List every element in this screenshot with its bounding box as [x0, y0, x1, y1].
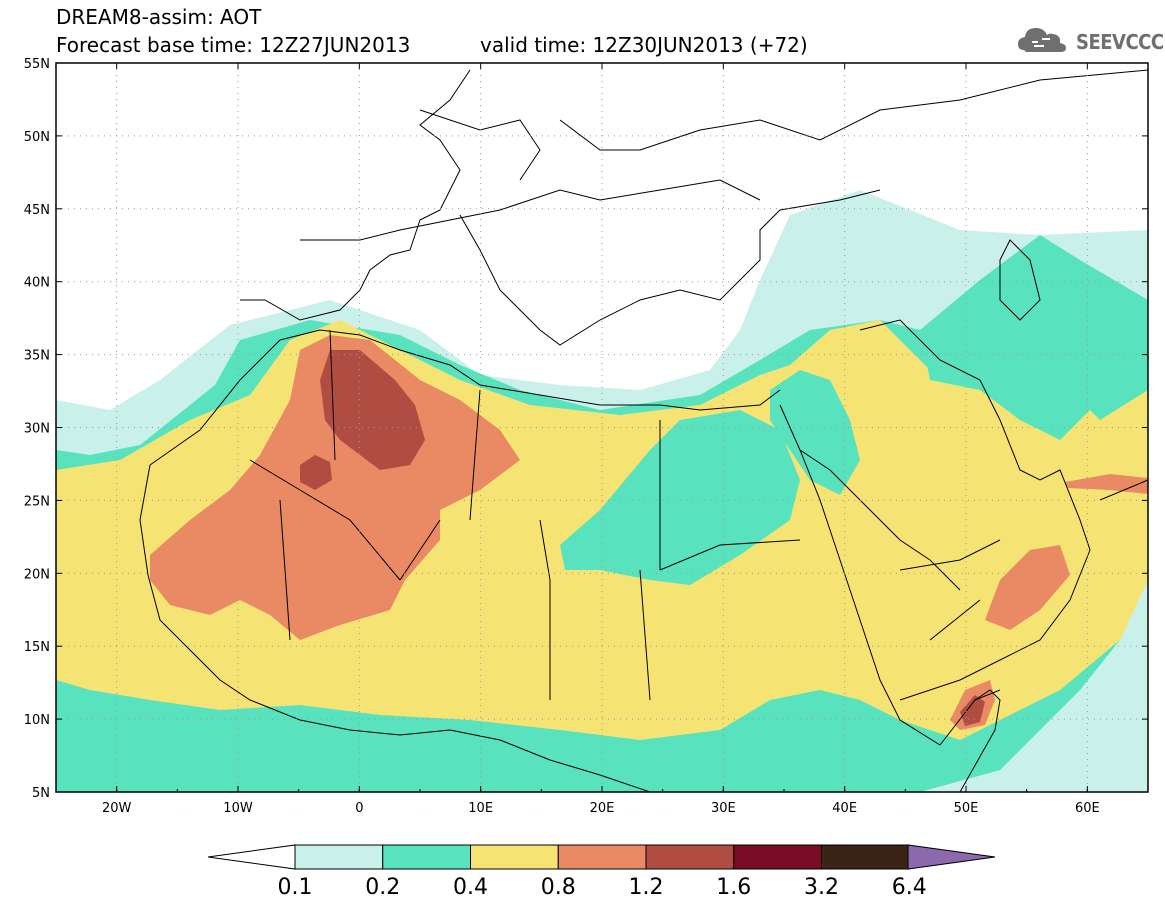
- lat-label: 45N: [24, 203, 50, 218]
- colorbar-high-arrow: [907, 844, 996, 870]
- lat-label: 50N: [24, 130, 50, 145]
- valid-time: valid time: 12Z30JUN2013 (+72): [480, 33, 808, 57]
- lat-label: 20N: [24, 567, 50, 582]
- aot-band-0.8: [150, 335, 520, 640]
- aot-patch-oman: [985, 545, 1070, 630]
- aot-patch-levant: [770, 370, 860, 495]
- aot-patch-egypt: [560, 410, 800, 585]
- border-europe: [300, 69, 1148, 241]
- colorbar-label: 6.4: [892, 875, 927, 900]
- coast-arabia: [859, 319, 1091, 701]
- lat-label: 25N: [24, 494, 50, 509]
- colorbar-label: 0.4: [453, 875, 488, 900]
- lat-label: 30N: [24, 422, 50, 437]
- latitude-labels: 55N 50N 45N 40N 35N 30N 25N 20N 15N 10N 5N: [24, 57, 50, 801]
- coastlines: [139, 69, 1148, 792]
- colorbar: 0.1 0.2 0.4 0.8 1.2 1.6 3.2 6.4: [207, 844, 996, 900]
- aot-band-1.2: [320, 350, 425, 470]
- border-lines: [249, 329, 1001, 701]
- lon-label: 20E: [590, 801, 615, 816]
- lat-label: 15N: [24, 640, 50, 655]
- lat-label: 35N: [24, 349, 50, 364]
- lon-label: 30E: [711, 801, 736, 816]
- lon-label: 60E: [1075, 801, 1100, 816]
- lon-label: 20W: [102, 801, 132, 816]
- coast-madagascar-horn: [1099, 479, 1148, 501]
- colorbar-swatch: [470, 844, 559, 870]
- lat-label: 10N: [24, 713, 50, 728]
- colorbar-swatch: [645, 844, 735, 870]
- forecast-base-time: Forecast base time: 12Z27JUN2013: [56, 33, 411, 57]
- coast-caspian: [999, 239, 1041, 321]
- longitude-labels: 20W 10W 0 10E 20E 30E 40E 50E 60E: [102, 801, 1100, 816]
- coast-north-africa: [149, 329, 781, 466]
- colorbar-swatch: [733, 844, 822, 870]
- lon-label: 10E: [468, 801, 493, 816]
- grid-lines: [56, 63, 1148, 792]
- lon-label: 0: [355, 801, 363, 816]
- colorbar-swatch: [557, 844, 647, 870]
- lat-label: 40N: [24, 276, 50, 291]
- aot-patch-small: [300, 455, 332, 490]
- colorbar-swatch: [821, 844, 910, 870]
- colorbar-swatch: [382, 844, 471, 870]
- aot-patch-somalia: [960, 695, 985, 726]
- lat-label: 5N: [32, 786, 50, 801]
- lon-label: 10W: [223, 801, 253, 816]
- colorbar-label: 0.1: [278, 875, 313, 900]
- colorbar-label: 3.2: [804, 875, 839, 900]
- colorbar-label: 0.8: [541, 875, 576, 900]
- coast-europe: [240, 69, 881, 346]
- coast-west-africa: [139, 464, 651, 792]
- colorbar-label: 0.2: [365, 875, 400, 900]
- colorbar-low-arrow: [207, 844, 296, 870]
- lon-label: 50E: [954, 801, 979, 816]
- logo-text: SEEVCCC: [1076, 30, 1164, 54]
- map-title: DREAM8-assim: AOT: [56, 5, 262, 29]
- coast-red-sea: [779, 404, 1001, 746]
- colorbar-swatch: [294, 844, 384, 870]
- lon-label: 40E: [832, 801, 857, 816]
- coast-horn: [959, 689, 1001, 792]
- colorbar-label: 1.6: [716, 875, 751, 900]
- lat-label: 55N: [24, 57, 50, 72]
- colorbar-label: 1.2: [629, 875, 664, 900]
- cloud-logo-icon: [1018, 28, 1066, 52]
- axis-ticks: [55, 62, 1149, 793]
